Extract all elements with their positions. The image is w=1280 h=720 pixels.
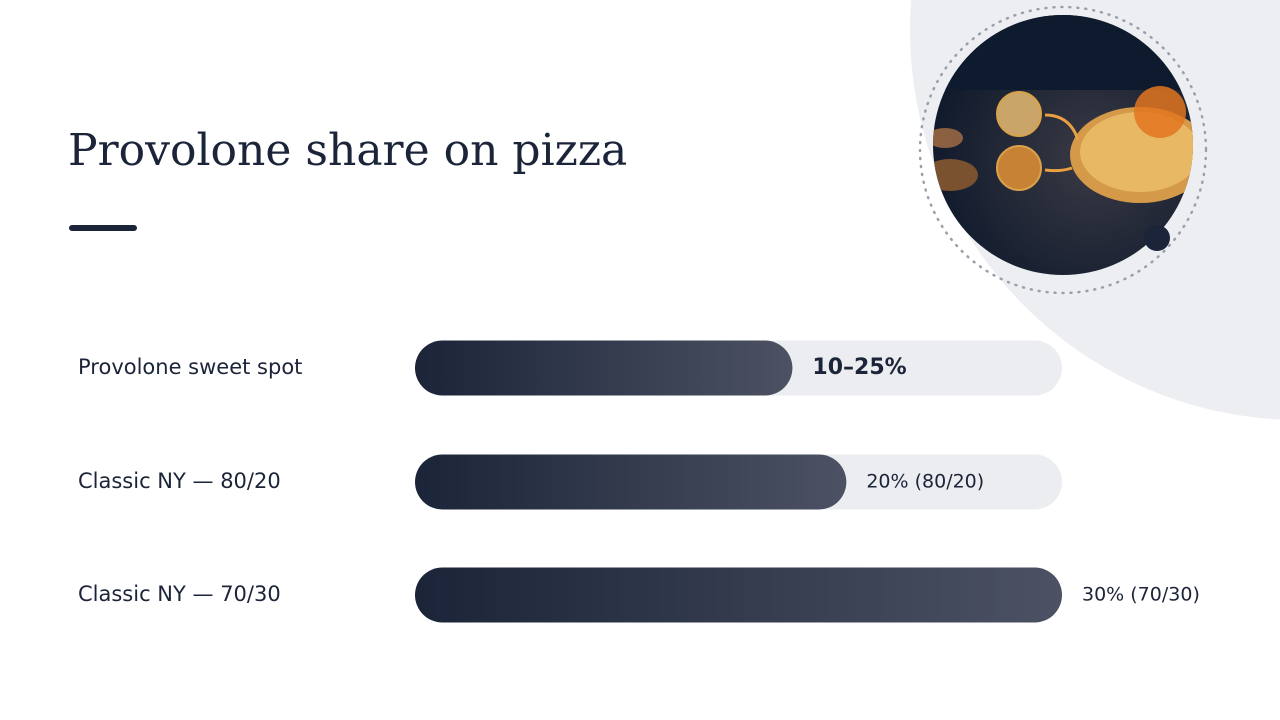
chart-title: Provolone share on pizza (68, 125, 627, 176)
category-label: Classic NY — 80/20 (78, 469, 281, 493)
category-label: Classic NY — 70/30 (78, 582, 281, 606)
value-label: 30% (70/30) (1082, 584, 1200, 606)
value-label: 20% (80/20) (866, 471, 984, 493)
accent-dot (1144, 225, 1170, 251)
bar (415, 340, 793, 396)
bar (415, 454, 847, 510)
bar (415, 567, 1062, 623)
category-label: Provolone sweet spot (78, 355, 302, 379)
value-label: 10–25% (812, 355, 906, 380)
dotted-ring (918, 5, 1208, 295)
